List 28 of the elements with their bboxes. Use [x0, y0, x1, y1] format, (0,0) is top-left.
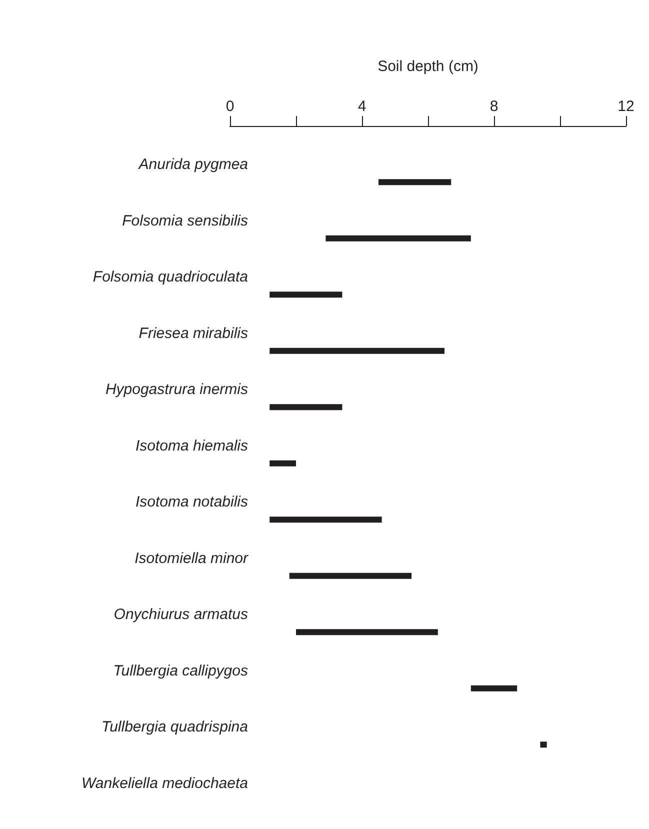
- bar: [378, 179, 452, 186]
- y-tick-label: Friesea mirabilis: [138, 324, 248, 342]
- bar: [296, 629, 438, 636]
- bar: [326, 235, 471, 242]
- y-tick-label: Wankeliella mediochaeta: [82, 774, 248, 792]
- x-tick-label: 4: [358, 98, 366, 115]
- y-tick-label: Hypogastrura inermis: [105, 381, 248, 398]
- y-tick-label: Isotoma notabilis: [135, 494, 248, 511]
- bar: [289, 572, 412, 579]
- bar: [270, 460, 296, 466]
- y-tick-label: Tullbergia quadrispina: [102, 718, 248, 736]
- bar: [470, 685, 518, 692]
- bar: [270, 348, 444, 354]
- x-axis-title: Soil depth (cm): [378, 58, 478, 75]
- y-tick-label: Onychiurus armatus: [114, 606, 248, 624]
- x-tick-label: 8: [490, 98, 498, 115]
- y-tick-label: Folsomia sensibilis: [122, 212, 248, 230]
- bar: [540, 742, 547, 748]
- y-tick-label: Tullbergia callipygos: [113, 662, 248, 680]
- bar: [270, 404, 342, 410]
- bar: [270, 292, 342, 298]
- y-tick-label: Anurida pygmea: [138, 156, 248, 174]
- y-tick-label: Isotomiella minor: [134, 550, 249, 567]
- x-tick-label: 12: [618, 98, 634, 115]
- bar: [270, 516, 382, 523]
- x-tick-label: 0: [226, 98, 234, 115]
- y-tick-label: Isotoma hiemalis: [135, 437, 248, 454]
- y-tick-label: Folsomia quadrioculata: [92, 268, 248, 286]
